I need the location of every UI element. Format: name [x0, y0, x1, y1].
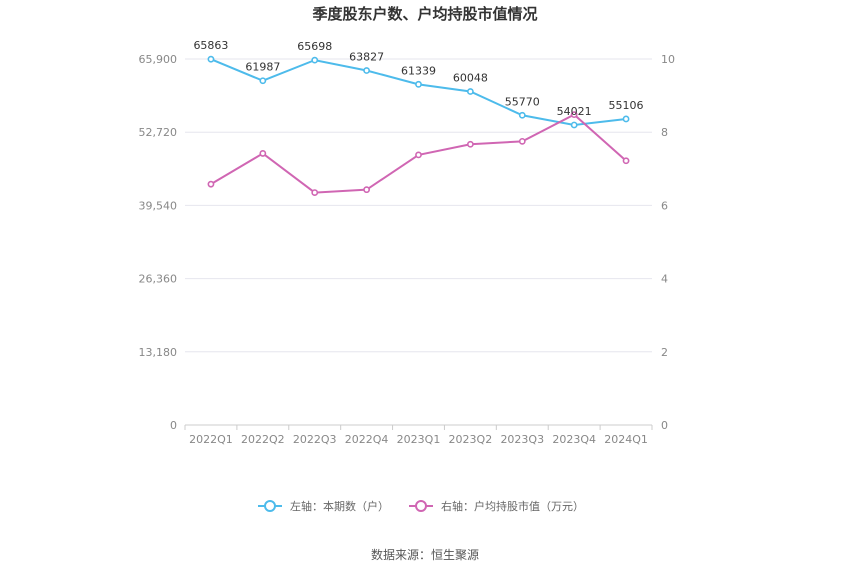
right-tick-label: 8 — [661, 126, 668, 139]
legend: 左轴：本期数（户） 右轴：户均持股市值（万元） — [258, 499, 584, 513]
data-point-series-2 — [570, 111, 578, 119]
right-tick-label: 10 — [661, 53, 675, 66]
data-point-series-1 — [311, 56, 319, 64]
data-label: 54021 — [557, 105, 592, 118]
data-label: 65698 — [297, 40, 332, 53]
right-tick-label: 4 — [661, 273, 668, 286]
data-labels: 65863 61987 65698 63827 61339 60048 55770 54021… — [193, 39, 643, 118]
legend-label: 右轴：户均持股市值（万元） — [441, 499, 584, 513]
data-label: 65863 — [193, 39, 228, 52]
data-point-series-1 — [363, 67, 371, 74]
x-tick-label: 2022Q1 — [189, 433, 233, 446]
x-tick-label: 2023Q3 — [500, 433, 544, 446]
legend-item-1[interactable]: 左轴：本期数（户） — [258, 499, 389, 513]
left-tick-label: 65,900 — [139, 53, 178, 66]
data-point-series-1 — [415, 80, 422, 88]
series-layer — [207, 55, 630, 196]
data-point-series-1 — [466, 88, 474, 95]
data-label: 63827 — [349, 51, 384, 64]
data-point-series-1 — [570, 121, 578, 129]
data-point-series-1 — [259, 77, 267, 85]
data-point-series-2 — [622, 157, 630, 165]
source-note: 数据来源：恒生聚源 — [371, 547, 479, 562]
x-tick-label: 2023Q1 — [397, 433, 441, 446]
x-tick-label: 2024Q1 — [604, 433, 648, 446]
data-point-series-2 — [259, 150, 267, 157]
legend-marker-icon — [264, 500, 276, 512]
data-point-series-2 — [363, 186, 371, 194]
x-tick-label: 2023Q2 — [449, 433, 493, 446]
data-label: 60048 — [453, 72, 488, 85]
data-point-series-1 — [622, 115, 630, 123]
x-tick-label: 2022Q3 — [293, 433, 337, 446]
right-tick-label: 0 — [661, 419, 668, 432]
legend-item-2[interactable]: 右轴：户均持股市值（万元） — [409, 499, 584, 513]
data-point-series-1 — [207, 55, 215, 63]
x-tick-label: 2022Q2 — [241, 433, 285, 446]
data-point-series-2 — [466, 140, 474, 148]
data-label: 61987 — [245, 61, 280, 74]
data-point-series-2 — [415, 151, 422, 159]
data-label: 55770 — [505, 95, 540, 108]
left-tick-label: 39,540 — [139, 199, 178, 212]
data-label: 61339 — [401, 64, 436, 77]
data-point-series-2 — [518, 137, 526, 145]
left-tick-label: 52,720 — [139, 126, 178, 139]
left-tick-label: 13,180 — [139, 346, 178, 359]
x-tick-label: 2022Q4 — [345, 433, 389, 446]
legend-label: 左轴：本期数（户） — [290, 499, 389, 513]
data-label: 55106 — [609, 99, 644, 112]
chart-title: 季度股东户数、户均持股市值情况 — [312, 5, 537, 23]
data-point-series-1 — [518, 111, 526, 119]
left-tick-label: 26,360 — [139, 273, 178, 286]
legend-marker-icon — [415, 500, 427, 512]
left-tick-label: 0 — [170, 419, 177, 432]
right-tick-label: 2 — [661, 346, 668, 359]
data-point-series-2 — [207, 180, 215, 188]
right-tick-label: 6 — [661, 199, 668, 212]
grid-lines — [185, 58, 652, 353]
axes: 0 13,180 26,360 39,540 52,720 65,900 0 2 4 6 8 10 20… — [139, 53, 676, 446]
data-point-series-2 — [311, 189, 319, 196]
x-tick-label: 2023Q4 — [552, 433, 596, 446]
